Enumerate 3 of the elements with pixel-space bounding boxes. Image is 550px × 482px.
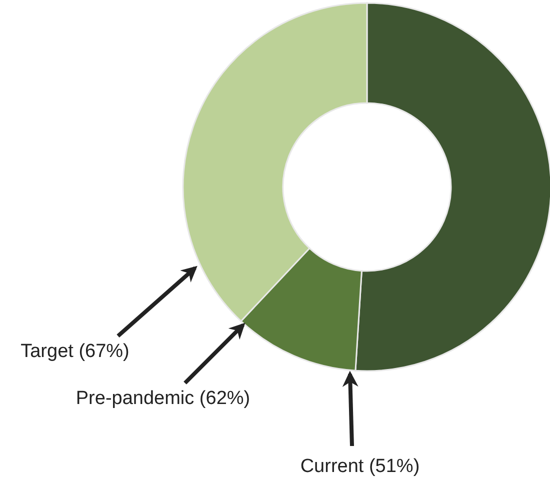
text: Pre-pandemic (62%) <box>76 388 250 409</box>
text: Target (67%) <box>20 341 130 362</box>
text: Current (51%) <box>300 456 420 477</box>
